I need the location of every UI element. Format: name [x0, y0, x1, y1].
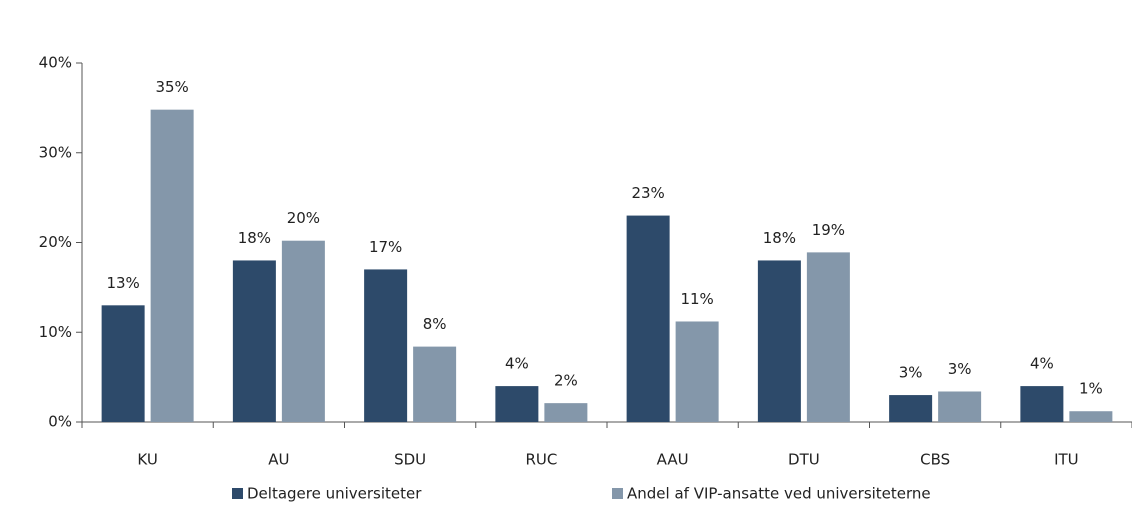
bar [413, 346, 457, 422]
bar [281, 240, 325, 422]
y-tick-label: 0% [48, 413, 72, 431]
x-tick-label: CBS [920, 451, 950, 469]
bar [495, 386, 539, 422]
bar [806, 252, 850, 422]
data-label: 13% [106, 274, 139, 292]
legend-swatch [612, 488, 623, 499]
bar [1020, 386, 1064, 422]
bar [232, 260, 276, 422]
data-label: 19% [812, 221, 845, 239]
y-tick-label: 20% [39, 233, 72, 251]
y-tick-label: 10% [39, 323, 72, 341]
x-tick-label: AAU [657, 451, 689, 469]
x-tick-label: ITU [1054, 451, 1079, 469]
y-tick-label: 30% [39, 143, 72, 161]
legend-swatch [232, 488, 243, 499]
data-label: 3% [948, 360, 972, 378]
x-tick-label: SDU [394, 451, 426, 469]
data-label: 18% [763, 229, 796, 247]
x-tick-label: DTU [788, 451, 820, 469]
data-label: 18% [238, 229, 271, 247]
data-label: 35% [155, 78, 188, 96]
data-label: 3% [899, 364, 923, 382]
data-label: 23% [631, 184, 664, 202]
data-label: 4% [505, 355, 529, 373]
data-label: 2% [554, 372, 578, 390]
x-tick-label: KU [137, 451, 157, 469]
data-label: 17% [369, 238, 402, 256]
bar [626, 215, 670, 422]
x-tick-label: RUC [525, 451, 557, 469]
bar [938, 391, 982, 422]
data-label: 20% [287, 209, 320, 227]
data-label: 11% [680, 290, 713, 308]
bar [675, 321, 719, 422]
legend-label: Deltagere universiteter [247, 485, 422, 503]
bar [150, 109, 194, 423]
data-label: 4% [1030, 355, 1054, 373]
bar [757, 260, 801, 422]
data-label: 1% [1079, 380, 1103, 398]
x-tick-label: AU [268, 451, 289, 469]
legend-label: Andel af VIP-ansatte ved universiteterne [627, 485, 931, 503]
bar [544, 403, 588, 422]
bar [889, 395, 933, 422]
bar [1069, 411, 1113, 422]
y-tick-label: 40% [39, 54, 72, 72]
bar [364, 269, 408, 422]
data-label: 8% [423, 315, 447, 333]
bar [101, 305, 145, 422]
